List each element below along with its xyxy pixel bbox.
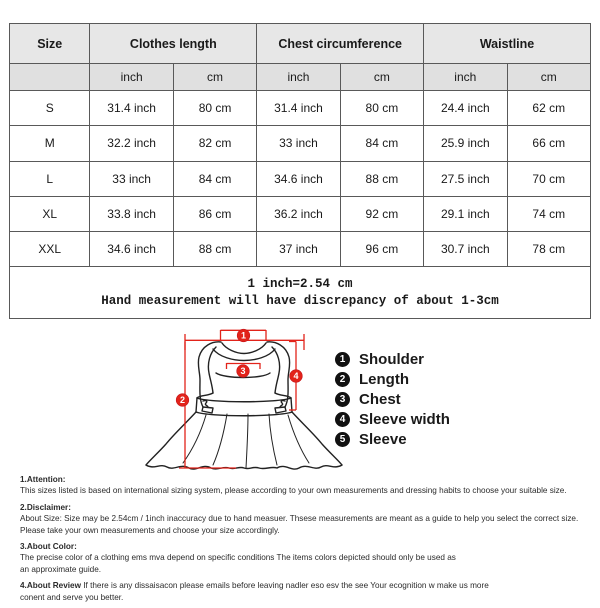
svg-text:3: 3	[240, 366, 245, 376]
svg-text:2: 2	[180, 395, 185, 405]
svg-text:4: 4	[293, 371, 298, 381]
svg-text:1: 1	[241, 331, 246, 341]
